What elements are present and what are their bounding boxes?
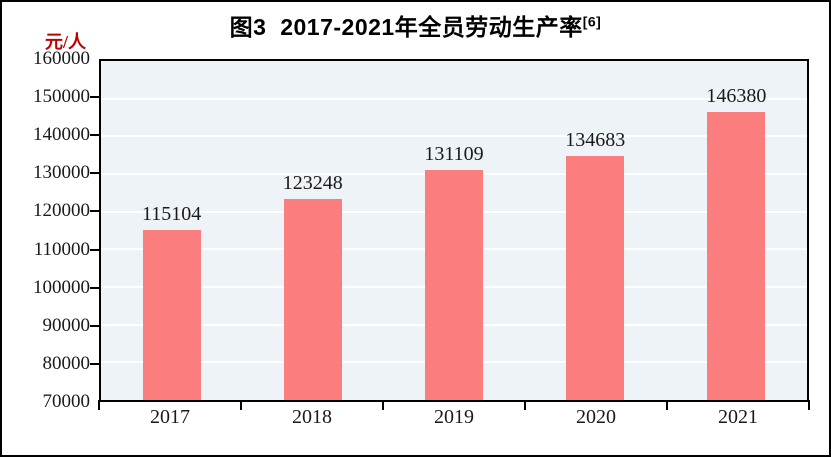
x-tick-label: 2021 <box>718 406 758 428</box>
category-separator-tick <box>524 400 526 410</box>
y-axis-tick-mark <box>90 134 99 137</box>
gridline <box>101 97 807 100</box>
x-tick-label: 2017 <box>150 406 190 428</box>
chart-title: 图3 2017-2021年全员劳动生产率[6] <box>2 8 829 42</box>
y-tick-label: 90000 <box>42 314 91 336</box>
y-axis-tick-mark <box>90 362 99 365</box>
bar <box>142 230 201 400</box>
category-separator-tick <box>808 400 810 410</box>
category-cell: 146380 <box>666 61 807 400</box>
gridline <box>101 135 807 138</box>
x-axis-labels: 2017 2018 2019 2020 2021 <box>99 406 809 429</box>
chart-title-superscript: [6] <box>582 13 602 30</box>
category-cell: 134683 <box>525 61 666 400</box>
chart-title-text: 图3 2017-2021年全员劳动生产率 <box>229 14 583 40</box>
category-separator-tick <box>666 400 668 410</box>
category-separator-tick <box>98 400 100 410</box>
y-axis-tick-mark <box>90 96 99 99</box>
bar <box>425 169 483 400</box>
bar-value-label: 134683 <box>565 129 626 152</box>
y-axis-tick-mark <box>90 210 99 213</box>
y-tick-label: 160000 <box>33 48 90 69</box>
y-axis-labels: 70000 80000 90000 100000 110000 120000 130000 1… <box>2 48 91 412</box>
y-axis-ticks <box>90 59 99 402</box>
bar <box>283 199 342 400</box>
y-tick-label: 100000 <box>33 276 90 298</box>
category-cell: 123248 <box>242 61 383 400</box>
x-tick-label: 2020 <box>576 406 616 428</box>
y-tick-label: 130000 <box>33 162 90 184</box>
category-cell: 115104 <box>101 61 242 400</box>
y-axis-tick-mark <box>90 286 99 289</box>
y-axis-tick-mark <box>90 248 99 251</box>
category-separator-tick <box>240 400 242 410</box>
plot-area: 115104 123248 131109 134683 146380 <box>99 59 809 402</box>
y-axis-unit-label: 元/人 <box>44 32 86 52</box>
bar-value-label: 123248 <box>282 172 343 195</box>
x-tick-label: 2019 <box>434 406 474 428</box>
y-axis-tick-mark <box>90 172 99 175</box>
bar-value-label: 115104 <box>141 203 202 226</box>
category-separator-tick <box>382 400 384 410</box>
x-tick-label: 2018 <box>292 406 332 428</box>
y-tick-label: 140000 <box>33 124 90 146</box>
y-tick-label: 110000 <box>33 238 90 260</box>
y-tick-label: 120000 <box>33 200 90 222</box>
y-axis-tick-mark <box>90 324 99 327</box>
y-tick-label: 70000 <box>42 391 91 412</box>
bar-value-label: 131109 <box>424 142 484 165</box>
bar <box>566 156 625 400</box>
category-cell: 131109 <box>383 61 524 400</box>
y-tick-label: 150000 <box>33 86 90 108</box>
y-tick-label: 80000 <box>42 352 91 374</box>
bar-value-label: 146380 <box>706 85 767 108</box>
bar <box>707 112 766 400</box>
